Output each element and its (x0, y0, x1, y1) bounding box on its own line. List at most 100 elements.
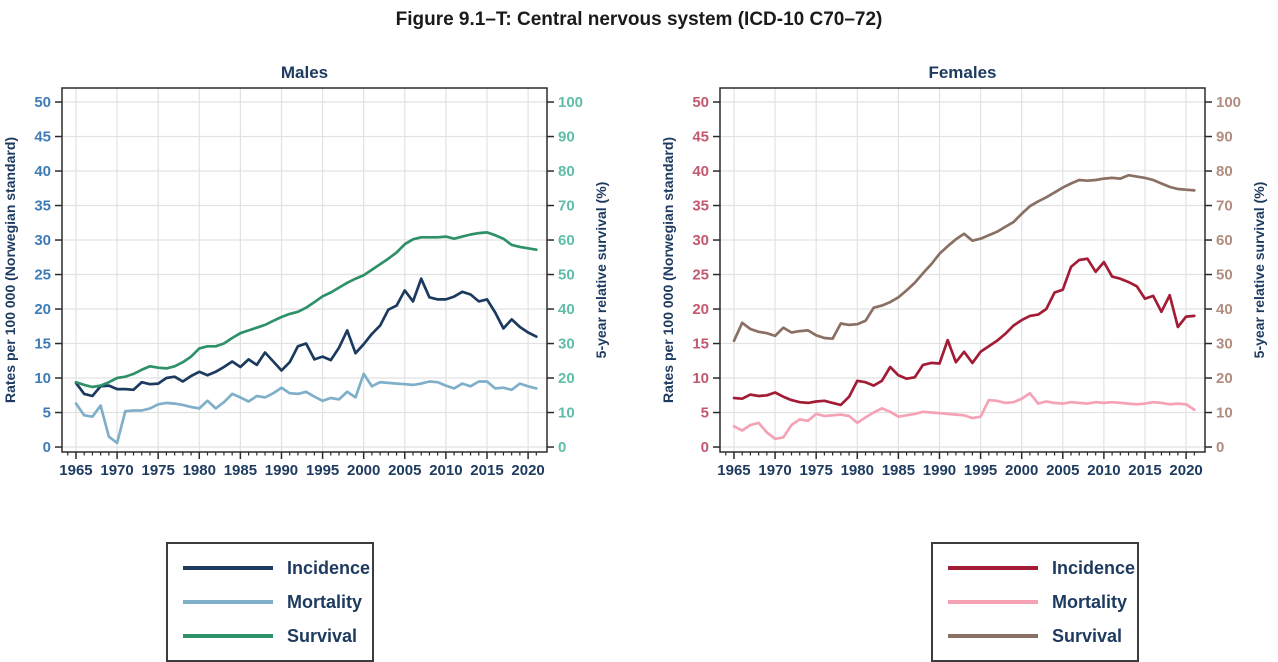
y-right-tick-label: 90 (558, 129, 575, 146)
y-right-tick-label: 0 (558, 439, 566, 456)
y-right-axis-title: 5-year relative survival (%) (593, 182, 609, 359)
x-tick-label: 1970 (758, 462, 791, 479)
legend-swatch-mortality (183, 600, 273, 604)
legend-row-incidence: Incidence (948, 556, 1137, 580)
x-tick-label: 1975 (141, 462, 174, 479)
y-left-tick-label: 45 (692, 129, 709, 146)
y-left-tick-label: 5 (43, 405, 51, 422)
females-chart: 0 5 10 15 20 25 30 35 40 45 50 0 10 20 30 40 50 60 70 80 90 1… (660, 63, 1267, 479)
y-right-tick-label: 50 (558, 267, 575, 284)
y-right-tick-label: 80 (558, 163, 575, 180)
y-right-tick-label: 40 (1216, 301, 1233, 318)
x-tick-label: 2000 (347, 462, 380, 479)
y-left-tick-label: 35 (34, 198, 51, 215)
x-tick-label: 1980 (841, 462, 874, 479)
y-right-tick-label: 60 (558, 232, 575, 249)
panel-title: Males (281, 63, 328, 82)
legend-row-survival: Survival (183, 624, 372, 648)
y-right-tick-label: 90 (1216, 129, 1233, 146)
legend-row-incidence: Incidence (183, 556, 372, 580)
plot-border (719, 87, 1206, 453)
series-line-survival (732, 173, 1196, 343)
x-tick-label: 2000 (1005, 462, 1038, 479)
y-left-tick-label: 30 (34, 232, 51, 249)
x-tick-label: 1970 (100, 462, 133, 479)
x-tick-label: 1985 (224, 462, 257, 479)
y-left-tick-label: 10 (692, 370, 709, 387)
y-left-tick-label: 35 (692, 198, 709, 215)
legend-swatch-mortality (948, 600, 1038, 604)
x-tick-label: 1995 (964, 462, 997, 479)
legend-swatch-survival (183, 634, 273, 638)
y-left-tick-label: 45 (34, 129, 51, 146)
y-left-tick-label: 10 (34, 370, 51, 387)
y-left-tick-label: 20 (34, 301, 51, 318)
y-right-tick-label: 10 (1216, 405, 1233, 422)
legend-swatch-survival (948, 634, 1038, 638)
y-right-tick-label: 70 (558, 198, 575, 215)
series-line-mortality (74, 372, 538, 445)
y-left-tick-label: 40 (692, 163, 709, 180)
y-right-tick-label: 80 (1216, 163, 1233, 180)
series-line-incidence (74, 277, 538, 398)
y-right-tick-label: 0 (1216, 439, 1224, 456)
x-tick-label: 2020 (511, 462, 544, 479)
plot-border (61, 87, 548, 453)
x-tick-label: 1995 (306, 462, 339, 479)
legend-label: Survival (287, 626, 358, 646)
x-tick-label: 1965 (717, 462, 750, 479)
y-left-tick-label: 50 (34, 94, 51, 111)
legend-label: Survival (1052, 626, 1123, 646)
x-tick-label: 2005 (388, 462, 421, 479)
x-tick-label: 2015 (1128, 462, 1161, 479)
legend-row-survival: Survival (948, 624, 1137, 648)
y-left-tick-label: 25 (692, 267, 709, 284)
y-left-axis-title: Rates per 100 000 (Norwegian standard) (2, 137, 18, 403)
x-tick-label: 1990 (923, 462, 956, 479)
males-legend: Incidence Mortality Survival (166, 542, 374, 662)
x-tick-label: 1975 (799, 462, 832, 479)
y-right-tick-label: 20 (558, 370, 575, 387)
x-tick-label: 1990 (265, 462, 298, 479)
y-right-tick-label: 20 (1216, 370, 1233, 387)
legend-label: Incidence (287, 558, 371, 578)
x-tick-label: 2005 (1046, 462, 1079, 479)
y-right-tick-label: 30 (558, 336, 575, 353)
x-tick-label: 2015 (470, 462, 503, 479)
females-legend: Incidence Mortality Survival (931, 542, 1139, 662)
x-tick-label: 2010 (1087, 462, 1120, 479)
legend-label: Incidence (1052, 558, 1136, 578)
males-chart: 0 5 10 15 20 25 30 35 40 45 50 0 10 20 30 40 50 60 70 80 90 1… (2, 63, 609, 479)
x-tick-label: 1965 (59, 462, 92, 479)
y-right-tick-label: 30 (1216, 336, 1233, 353)
x-tick-label: 2010 (429, 462, 462, 479)
y-left-tick-label: 15 (34, 336, 51, 353)
y-left-tick-label: 25 (34, 267, 51, 284)
y-left-tick-label: 20 (692, 301, 709, 318)
y-right-tick-label: 60 (1216, 232, 1233, 249)
x-tick-label: 1985 (882, 462, 915, 479)
y-right-tick-label: 10 (558, 405, 575, 422)
y-left-tick-label: 0 (701, 439, 709, 456)
y-right-tick-label: 100 (558, 94, 583, 111)
legend-label: Mortality (1052, 592, 1128, 612)
legend-row-mortality: Mortality (948, 590, 1137, 614)
legend-row-mortality: Mortality (183, 590, 372, 614)
y-right-tick-label: 70 (1216, 198, 1233, 215)
y-left-tick-label: 0 (43, 439, 51, 456)
y-left-axis-title: Rates per 100 000 (Norwegian standard) (660, 137, 676, 403)
y-left-tick-label: 30 (692, 232, 709, 249)
y-right-tick-label: 50 (1216, 267, 1233, 284)
series-line-mortality (732, 391, 1196, 441)
y-right-axis-title: 5-year relative survival (%) (1251, 182, 1267, 359)
x-tick-label: 2020 (1169, 462, 1202, 479)
x-tick-label: 1980 (183, 462, 216, 479)
y-right-tick-label: 40 (558, 301, 575, 318)
figure-title: Figure 9.1–T: Central nervous system (IC… (395, 9, 883, 30)
legend-label: Mortality (287, 592, 363, 612)
y-left-tick-label: 50 (692, 94, 709, 111)
y-left-tick-label: 15 (692, 336, 709, 353)
legend-swatch-incidence (183, 566, 273, 570)
series-line-incidence (732, 257, 1196, 407)
y-left-tick-label: 5 (701, 405, 709, 422)
